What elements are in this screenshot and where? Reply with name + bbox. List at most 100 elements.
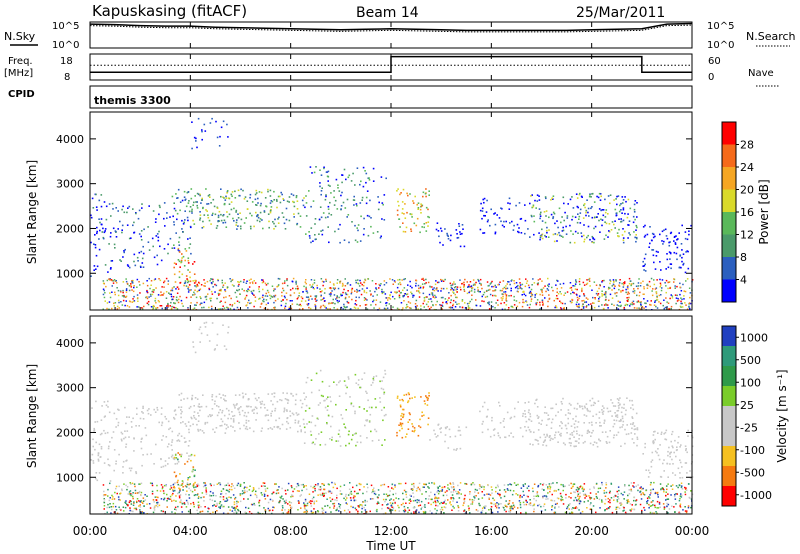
power-point bbox=[587, 225, 590, 228]
velocity-point bbox=[679, 503, 682, 505]
velocity-point bbox=[142, 497, 145, 499]
velocity-point bbox=[303, 423, 305, 425]
power-point bbox=[216, 136, 219, 139]
power-point bbox=[427, 225, 429, 227]
velocity-point bbox=[175, 475, 177, 478]
power-point bbox=[283, 295, 286, 298]
power-point bbox=[562, 229, 565, 232]
power-point bbox=[202, 226, 205, 228]
velocity-point bbox=[162, 465, 165, 468]
power-point bbox=[398, 204, 400, 207]
velocity-point bbox=[609, 499, 611, 501]
velocity-point bbox=[188, 440, 191, 442]
power-point bbox=[586, 199, 588, 201]
velocity-point bbox=[314, 443, 316, 446]
power-point bbox=[100, 205, 103, 208]
power-point bbox=[613, 199, 615, 201]
power-point bbox=[579, 208, 582, 211]
velocity-point bbox=[339, 493, 342, 495]
velocity-point bbox=[279, 499, 281, 502]
power-point bbox=[180, 259, 183, 262]
velocity-point bbox=[314, 487, 316, 490]
velocity-point bbox=[170, 487, 173, 489]
velocity-point bbox=[323, 484, 325, 486]
velocity-point bbox=[220, 490, 223, 492]
velocity-point bbox=[403, 510, 406, 513]
power-point bbox=[288, 196, 291, 198]
velocity-point bbox=[500, 497, 502, 499]
power-point bbox=[483, 201, 485, 204]
power-point bbox=[412, 294, 414, 297]
power-point bbox=[305, 202, 308, 204]
power-point bbox=[415, 279, 418, 282]
velocity-point bbox=[230, 425, 232, 427]
power-point bbox=[618, 288, 620, 291]
velocity-point bbox=[194, 351, 197, 354]
power-point bbox=[587, 207, 590, 210]
power-point bbox=[511, 220, 513, 223]
power-point bbox=[310, 295, 312, 297]
power-point bbox=[222, 214, 225, 216]
velocity-point bbox=[418, 499, 420, 502]
power-point bbox=[516, 223, 519, 226]
power-point bbox=[347, 214, 350, 216]
power-point bbox=[468, 291, 470, 294]
velocity-point bbox=[276, 400, 279, 403]
power-point bbox=[150, 306, 153, 308]
power-point bbox=[490, 208, 492, 211]
velocity-point bbox=[348, 511, 351, 513]
power-point bbox=[311, 285, 313, 288]
power-point bbox=[150, 295, 152, 297]
power-point bbox=[585, 211, 587, 214]
velocity-point bbox=[186, 483, 189, 486]
velocity-point bbox=[248, 489, 251, 491]
velocity-point bbox=[109, 503, 111, 505]
velocity-point bbox=[381, 507, 383, 510]
velocity-point bbox=[488, 509, 490, 511]
power-point bbox=[187, 287, 189, 290]
power-point bbox=[601, 224, 603, 227]
power-point bbox=[398, 296, 401, 299]
velocity-point bbox=[540, 505, 542, 508]
power-point bbox=[461, 224, 464, 226]
velocity-point bbox=[519, 494, 522, 497]
velocity-point bbox=[299, 495, 301, 497]
velocity-point bbox=[172, 492, 174, 495]
velocity-point bbox=[509, 511, 511, 513]
velocity-point bbox=[491, 489, 493, 491]
power-point bbox=[270, 200, 273, 202]
velocity-point bbox=[244, 427, 247, 430]
power-point bbox=[678, 232, 680, 234]
power-point bbox=[346, 306, 348, 308]
power-point bbox=[548, 298, 551, 300]
velocity-point bbox=[197, 412, 199, 414]
power-point bbox=[510, 294, 512, 297]
velocity-point bbox=[156, 503, 159, 506]
power-point bbox=[441, 279, 444, 281]
power-point bbox=[346, 216, 348, 218]
velocity-point bbox=[629, 503, 632, 505]
velocity-point bbox=[208, 495, 211, 497]
velocity-point bbox=[274, 407, 277, 410]
power-point bbox=[350, 289, 353, 291]
velocity-point bbox=[221, 420, 224, 423]
velocity-point bbox=[404, 508, 406, 511]
power-point bbox=[212, 212, 214, 215]
velocity-point bbox=[290, 494, 293, 496]
power-point bbox=[425, 278, 427, 281]
velocity-point bbox=[333, 502, 336, 505]
velocity-point bbox=[245, 506, 247, 509]
power-point bbox=[417, 202, 420, 204]
power-point bbox=[308, 298, 310, 300]
power-point bbox=[617, 300, 620, 303]
power-point bbox=[220, 289, 222, 291]
power-point bbox=[132, 290, 135, 293]
velocity-point bbox=[216, 502, 218, 505]
power-point bbox=[448, 306, 451, 309]
power-point bbox=[354, 224, 356, 227]
power-point bbox=[368, 179, 371, 181]
velocity-point bbox=[136, 413, 138, 415]
power-point bbox=[333, 288, 336, 291]
power-point bbox=[181, 199, 184, 202]
power-point bbox=[292, 287, 294, 290]
